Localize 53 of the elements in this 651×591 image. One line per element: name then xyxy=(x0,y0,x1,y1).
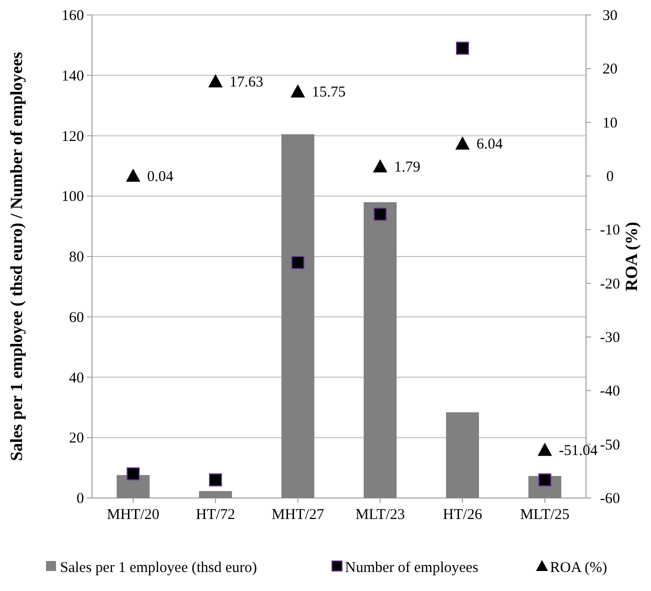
y-tick-label: 20 xyxy=(69,430,84,447)
y2-tick-label: -50 xyxy=(600,437,620,454)
x-tick-label: MHT/27 xyxy=(272,507,325,523)
y2-tick-label: 30 xyxy=(602,8,618,24)
point xyxy=(208,74,223,88)
data-label: 1.79 xyxy=(394,159,420,176)
y-tick-label: 40 xyxy=(69,370,84,386)
y2-tick-label: -40 xyxy=(600,384,620,400)
point xyxy=(126,467,140,480)
y-tick-label: 80 xyxy=(69,250,84,266)
data-label: 17.63 xyxy=(230,74,264,90)
point xyxy=(538,442,552,456)
point xyxy=(455,136,470,150)
y-tick-label: 0 xyxy=(76,491,84,507)
x-tick-label: HT/72 xyxy=(196,507,236,523)
point xyxy=(291,256,304,270)
y-tick-label: 100 xyxy=(62,189,84,206)
x-tick-label: MLT/23 xyxy=(355,507,405,523)
x-tick-label: HT/26 xyxy=(442,507,483,523)
point xyxy=(538,473,552,486)
y-tick-label: 140 xyxy=(62,68,84,84)
data-label: 6.04 xyxy=(476,136,504,153)
point xyxy=(374,208,387,221)
legend-label: Sales per 1 employee (thsd euro) xyxy=(60,560,258,576)
point xyxy=(290,84,306,98)
point xyxy=(209,473,222,486)
y2-tick-label: -60 xyxy=(600,491,620,507)
y-tick-label: 160 xyxy=(62,8,84,24)
bar xyxy=(446,412,479,498)
point xyxy=(126,168,140,182)
bar xyxy=(199,491,232,498)
bar xyxy=(116,475,150,498)
bar xyxy=(281,134,314,498)
data-label: 0.04 xyxy=(147,168,174,185)
point xyxy=(372,159,388,172)
y2-tick-label: 10 xyxy=(602,115,618,132)
y2-tick-label: -30 xyxy=(600,330,620,346)
data-label: 15.75 xyxy=(312,84,346,100)
x-tick-label: MLT/25 xyxy=(520,507,570,523)
y-axis-title: Sales per 1 employee ( thsd euro) / Number of employees xyxy=(7,52,26,461)
y2-tick-label: 20 xyxy=(602,62,618,78)
y-tick-label: 120 xyxy=(62,128,84,145)
legend-label: ROA (%) xyxy=(550,560,608,576)
y2-axis-title: ROA (%) xyxy=(622,222,641,292)
x-tick-label: MHT/20 xyxy=(106,507,160,523)
y2-tick-label: -10 xyxy=(600,222,620,239)
bar xyxy=(364,202,397,498)
y2-tick-label: -20 xyxy=(600,276,620,292)
legend-label: Number of employees xyxy=(345,560,478,576)
data-label: -51.04 xyxy=(558,442,598,459)
y2-tick-label: 0 xyxy=(606,169,614,185)
y-tick-label: 60 xyxy=(69,310,84,326)
point xyxy=(456,42,469,55)
